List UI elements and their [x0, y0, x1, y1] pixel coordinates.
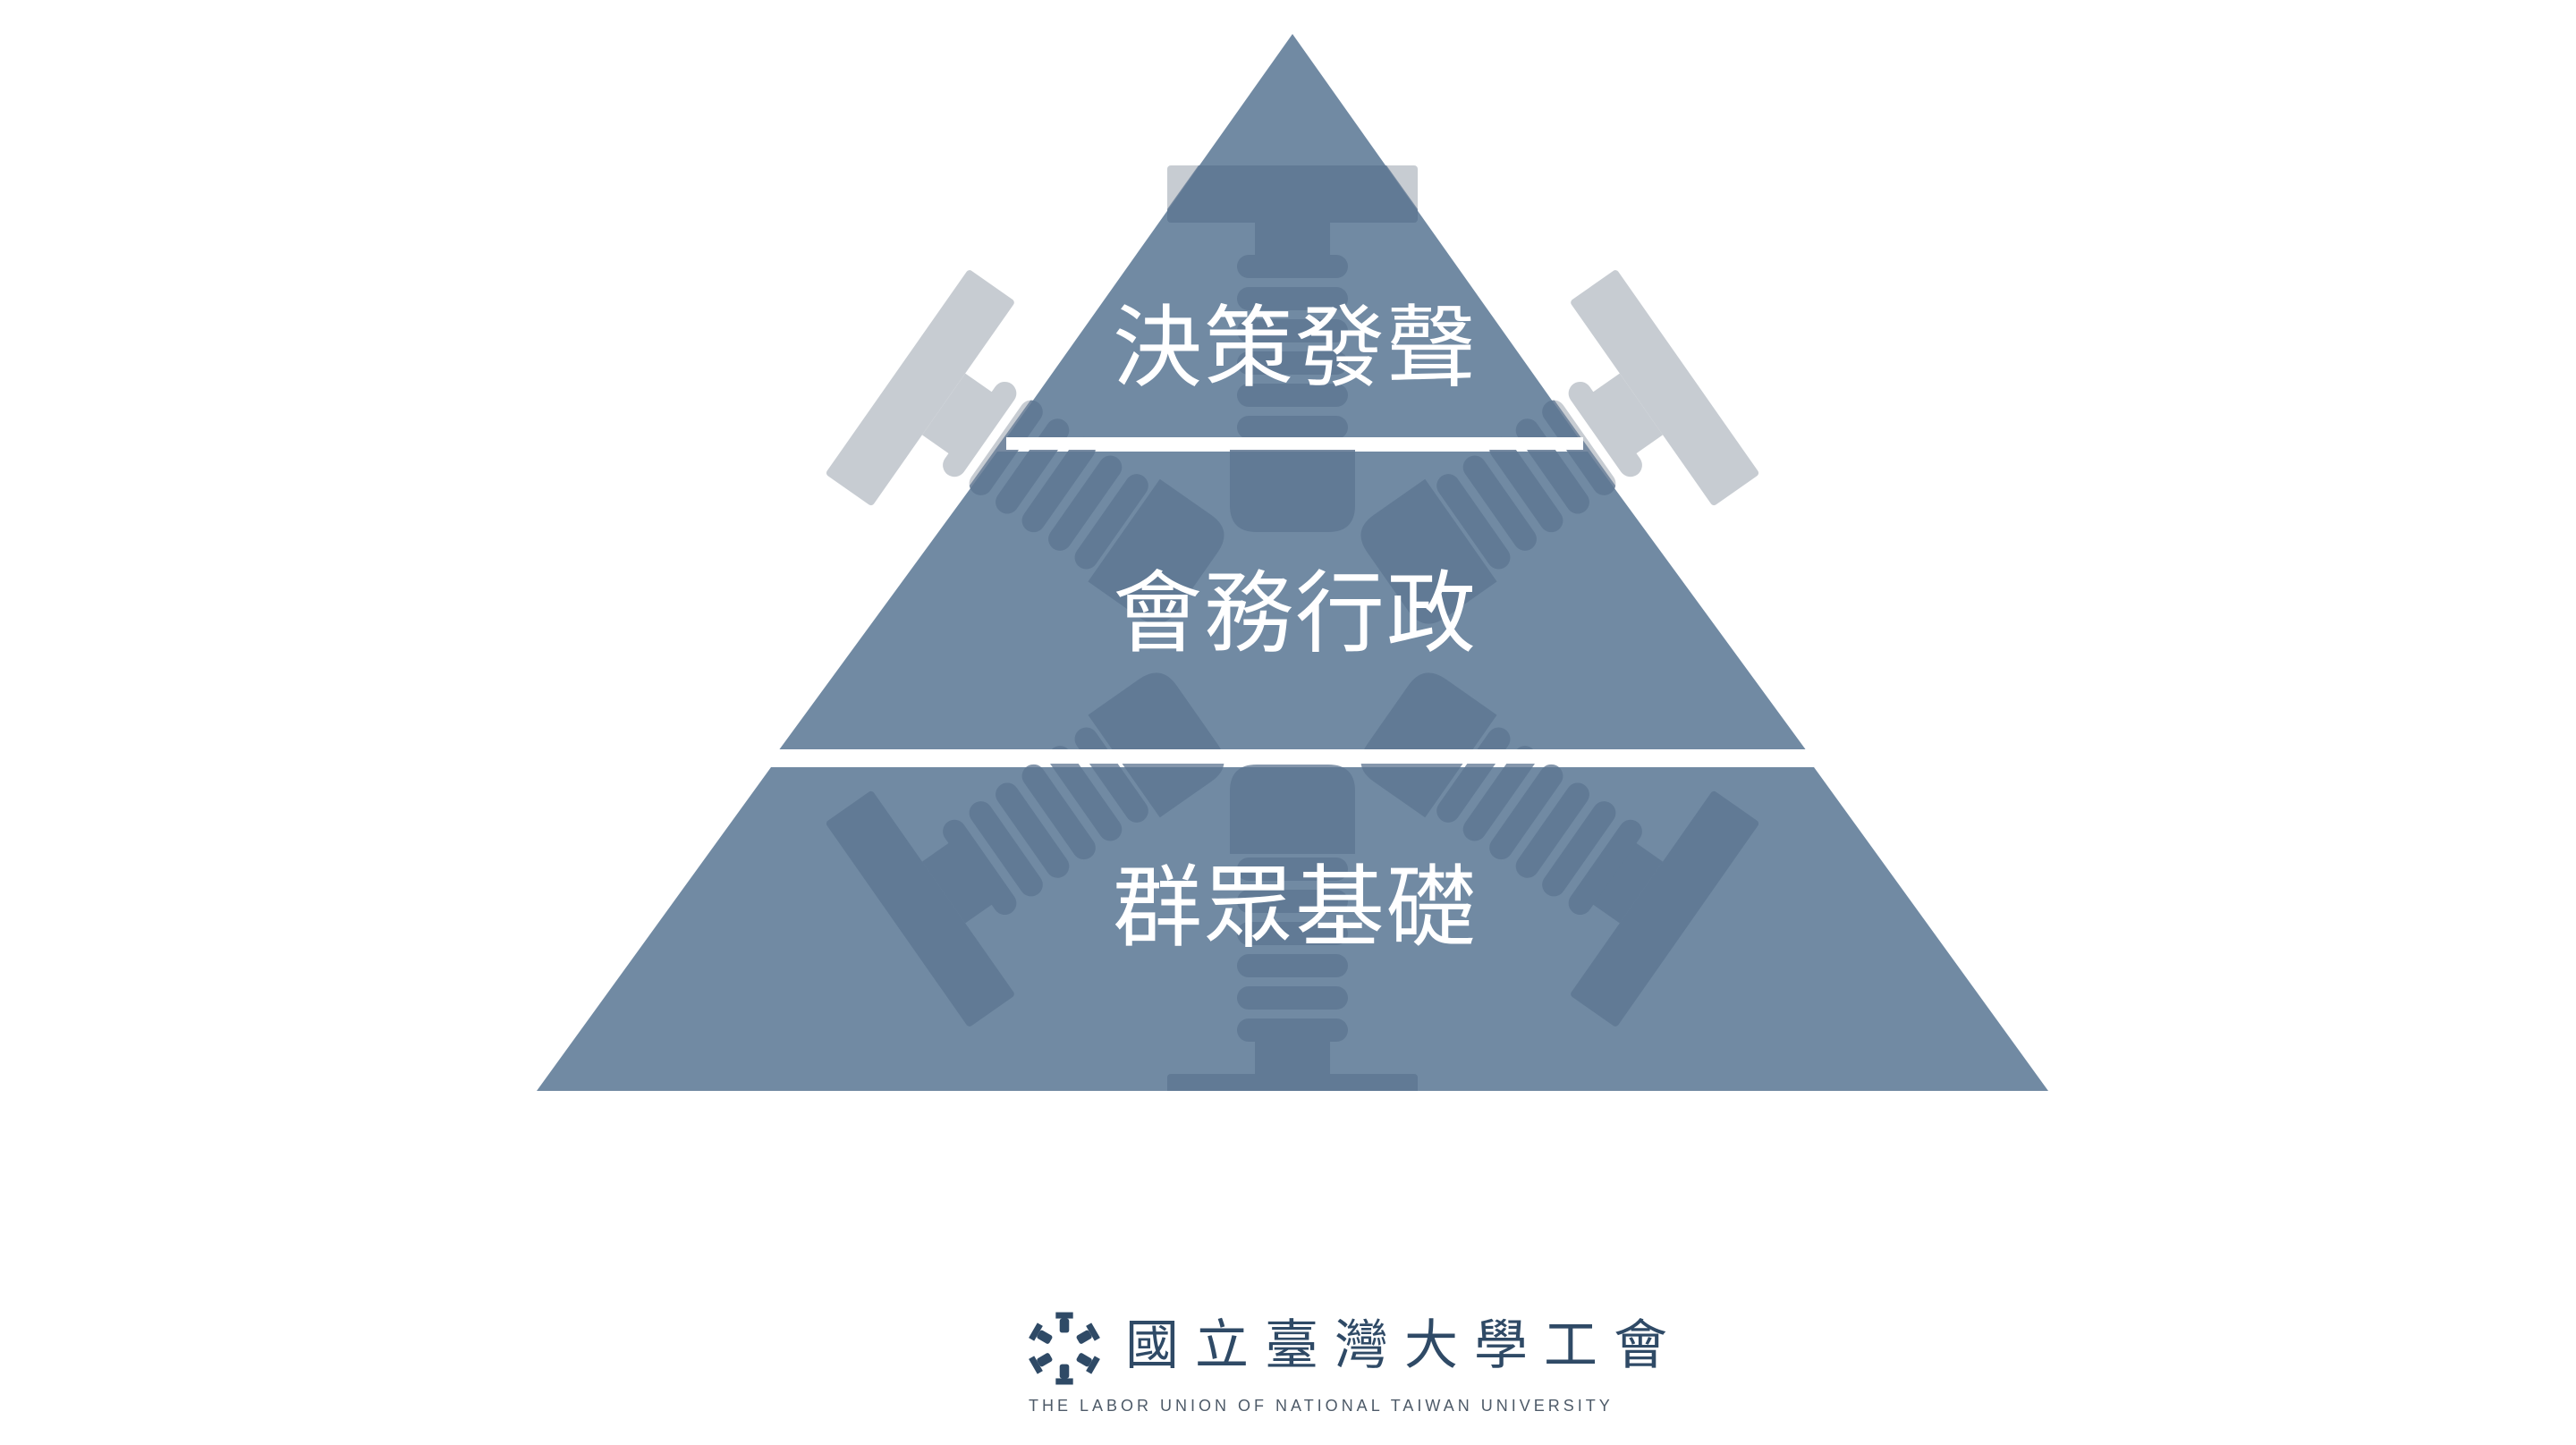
organization-name-english: THE LABOR UNION OF NATIONAL TAIWAN UNIVE…	[1029, 1397, 1614, 1415]
tier-label-top: 決策發聲	[1113, 296, 1478, 401]
organization-name: 國立臺灣大學工會	[1125, 1314, 1683, 1377]
tier-label-middle: 會務行政	[1113, 562, 1478, 666]
organization-footer: 國立臺灣大學工會 THE LABOR UNION OF NATIONAL TAI…	[1020, 1297, 1667, 1422]
union-emblem-icon	[1029, 1312, 1100, 1385]
tier-divider-bottom	[774, 749, 1816, 764]
tier-label-bottom: 群眾基礎	[1113, 856, 1478, 960]
tier-divider-top	[1006, 437, 1583, 450]
